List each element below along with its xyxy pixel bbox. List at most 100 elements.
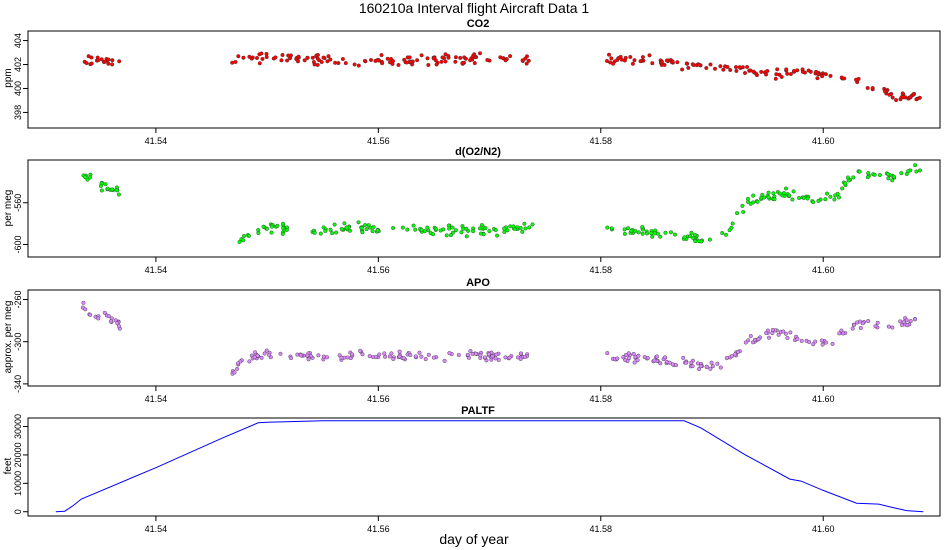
data-point [262, 351, 267, 356]
data-point [806, 68, 811, 73]
data-point [623, 353, 628, 358]
data-point [663, 230, 668, 235]
data-point [740, 203, 745, 208]
data-point [110, 62, 115, 67]
data-point [468, 349, 473, 354]
data-point [241, 238, 246, 243]
data-point [894, 98, 899, 103]
y-axis-label: feet [3, 457, 14, 474]
data-point [652, 358, 657, 363]
data-point [443, 59, 448, 64]
data-point [117, 59, 122, 64]
x-tick-label: 41.58 [590, 394, 613, 404]
data-point [115, 321, 120, 326]
data-point [741, 209, 746, 214]
data-point [114, 188, 119, 193]
y-tick-label: -260 [13, 290, 23, 308]
data-point [816, 72, 821, 77]
data-point [415, 58, 420, 63]
data-point [734, 68, 739, 73]
data-point [890, 95, 895, 100]
data-point [850, 326, 855, 331]
data-point [860, 321, 865, 326]
data-point [913, 317, 918, 322]
data-point [682, 235, 687, 240]
data-point [502, 226, 507, 231]
data-point [255, 353, 260, 358]
data-point [103, 182, 108, 187]
data-point [350, 352, 355, 357]
data-point [366, 223, 371, 228]
data-point [260, 56, 265, 61]
data-point [379, 53, 384, 58]
data-point [478, 226, 483, 231]
y-tick-label: -340 [13, 375, 23, 393]
data-point [865, 85, 870, 90]
data-point [669, 230, 674, 235]
data-point [642, 355, 647, 360]
data-point [299, 353, 304, 358]
data-point [340, 57, 345, 62]
data-point [797, 195, 802, 200]
plot-frame [27, 30, 941, 129]
data-point [426, 63, 431, 68]
data-point [770, 327, 775, 332]
data-point [387, 354, 392, 359]
data-point [413, 354, 418, 359]
data-point [828, 194, 833, 199]
data-point [755, 199, 760, 204]
y-axis-label: approx. per meg [3, 301, 14, 374]
data-point [784, 67, 789, 72]
data-point [250, 55, 255, 60]
data-point [232, 370, 237, 375]
data-point [872, 172, 877, 177]
data-point [899, 171, 904, 176]
x-tick-label: 41.60 [812, 136, 835, 146]
data-point [485, 58, 490, 63]
data-point [460, 61, 465, 66]
data-point [689, 230, 694, 235]
data-point [830, 341, 835, 346]
data-point [626, 351, 631, 356]
data-point [305, 55, 310, 60]
data-point [447, 226, 452, 231]
data-point [772, 197, 777, 202]
data-point [495, 233, 500, 238]
data-point [840, 186, 845, 191]
data-point [411, 223, 416, 228]
data-point [325, 355, 330, 360]
data-point [385, 56, 390, 61]
data-point [843, 181, 848, 186]
data-point [684, 61, 689, 66]
data-point [526, 58, 531, 63]
data-point [766, 195, 771, 200]
data-point [745, 64, 750, 69]
data-point [472, 61, 477, 66]
y-tick-label: 20000 [13, 442, 23, 467]
data-point [908, 94, 913, 99]
data-point [640, 231, 645, 236]
data-point [352, 62, 357, 67]
data-point [305, 353, 310, 358]
x-tick-label: 41.56 [367, 136, 390, 146]
data-point [333, 60, 338, 65]
data-point [285, 58, 290, 63]
data-point [321, 354, 326, 359]
data-point [615, 356, 620, 361]
data-point [695, 361, 700, 366]
data-point [405, 227, 410, 232]
data-point [108, 319, 113, 324]
data-point [887, 92, 892, 97]
data-point [494, 352, 499, 357]
data-point [647, 53, 652, 58]
data-point [605, 225, 610, 230]
data-point [88, 312, 93, 317]
data-point [110, 187, 115, 192]
data-point [659, 59, 664, 64]
data-point [281, 221, 286, 226]
data-point [83, 307, 88, 312]
data-point [425, 225, 430, 230]
data-point [622, 231, 627, 236]
data-point [85, 177, 90, 182]
data-point [235, 361, 240, 366]
